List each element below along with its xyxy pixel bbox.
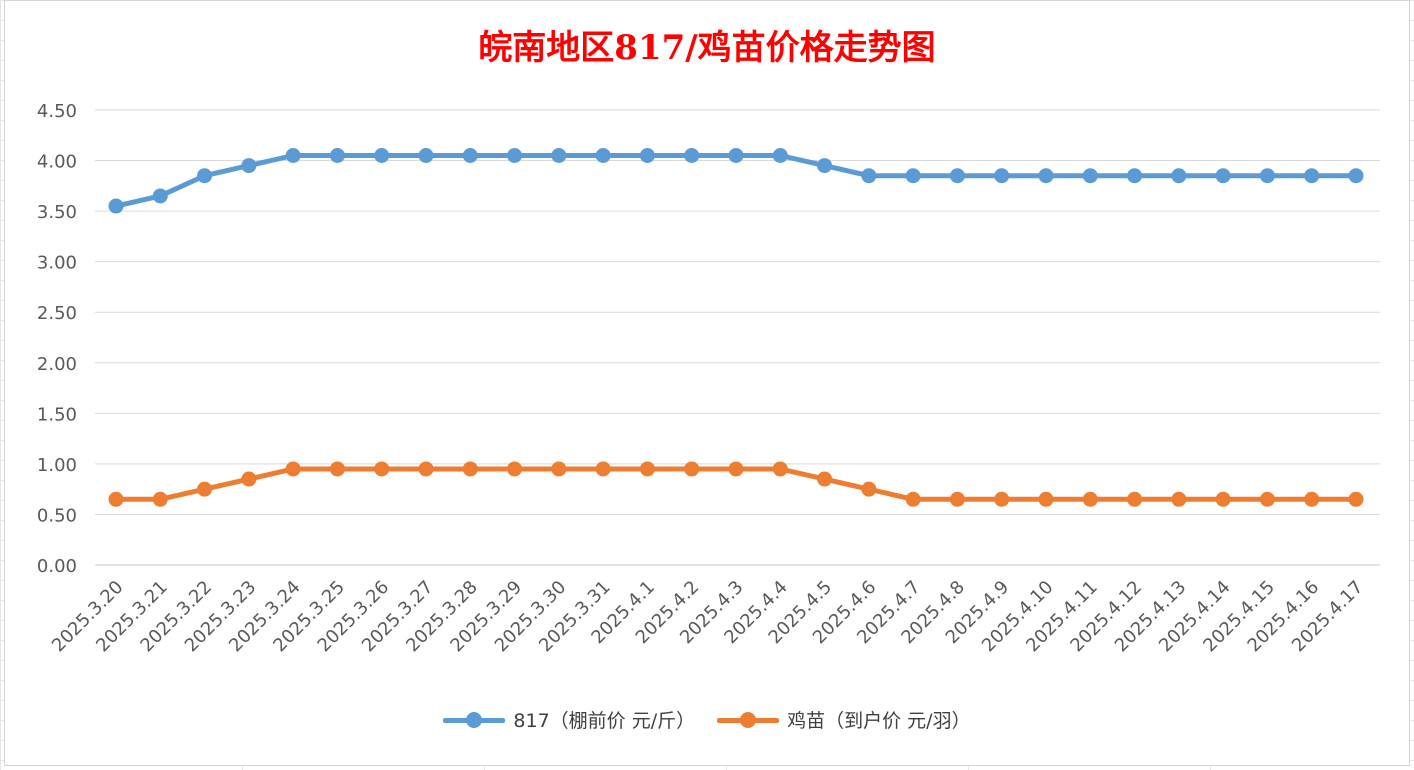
data-point-series-1[interactable]: [772, 461, 788, 477]
data-point-series-0[interactable]: [285, 148, 301, 163]
x-axis-ticks: 2025.3.202025.3.212025.3.222025.3.232025…: [48, 577, 1368, 657]
data-point-series-1[interactable]: [108, 491, 124, 507]
data-point-series-1[interactable]: [197, 481, 213, 497]
data-point-series-0[interactable]: [1082, 168, 1098, 184]
data-point-series-0[interactable]: [772, 148, 788, 163]
data-point-series-1[interactable]: [905, 491, 921, 507]
data-point-series-1[interactable]: [374, 461, 390, 477]
data-point-series-0[interactable]: [817, 158, 833, 174]
data-point-series-1[interactable]: [551, 461, 567, 477]
data-point-series-0[interactable]: [108, 198, 124, 214]
data-point-series-1[interactable]: [639, 461, 655, 477]
legend-label-817: 817（棚前价 元/斤）: [513, 710, 696, 732]
data-point-series-0[interactable]: [595, 148, 611, 163]
data-point-series-0[interactable]: [905, 168, 921, 184]
series-lines: [108, 148, 1364, 507]
data-point-series-0[interactable]: [329, 148, 345, 163]
data-point-series-1[interactable]: [595, 461, 611, 477]
data-point-series-1[interactable]: [1171, 491, 1187, 507]
legend-marker-chick: [740, 711, 757, 728]
data-point-series-0[interactable]: [551, 148, 567, 163]
y-tick-label: 1.00: [37, 455, 77, 476]
data-point-series-1[interactable]: [994, 491, 1010, 507]
data-point-series-1[interactable]: [1127, 491, 1143, 507]
data-point-series-0[interactable]: [1215, 168, 1231, 184]
data-point-series-1[interactable]: [418, 461, 434, 477]
y-tick-label: 1.50: [37, 404, 77, 425]
legend-label-chick: 鸡苗（到户价 元/羽）: [787, 710, 971, 732]
y-tick-label: 0.00: [37, 556, 77, 577]
data-point-series-0[interactable]: [1127, 168, 1143, 184]
data-point-series-0[interactable]: [374, 148, 390, 163]
legend-swatch-817: [443, 711, 506, 728]
legend-item-chick[interactable]: 鸡苗（到户价 元/羽）: [717, 706, 971, 733]
chart-title: 皖南地区817/鸡苗价格走势图: [478, 28, 936, 68]
data-point-series-0[interactable]: [994, 168, 1010, 184]
data-point-series-0[interactable]: [684, 148, 700, 163]
legend-swatch-chick: [717, 711, 780, 728]
y-tick-label: 2.00: [37, 354, 77, 375]
data-point-series-0[interactable]: [197, 168, 213, 184]
data-point-series-1[interactable]: [1082, 491, 1098, 507]
y-tick-label: 4.00: [37, 152, 77, 173]
data-point-series-1[interactable]: [462, 461, 478, 477]
series-line-0: [113, 153, 1359, 209]
y-tick-label: 3.00: [37, 253, 77, 274]
data-point-series-0[interactable]: [1259, 168, 1275, 184]
legend-marker-817: [466, 711, 483, 728]
data-point-series-1[interactable]: [949, 491, 965, 507]
gridlines: [95, 109, 1380, 566]
data-point-series-1[interactable]: [1348, 491, 1364, 507]
data-point-series-0[interactable]: [728, 148, 744, 163]
y-tick-label: 0.50: [37, 505, 77, 526]
data-point-series-1[interactable]: [152, 491, 168, 507]
data-point-series-1[interactable]: [684, 461, 700, 477]
data-point-series-1[interactable]: [507, 461, 523, 477]
data-point-series-1[interactable]: [1038, 491, 1054, 507]
data-point-series-1[interactable]: [861, 481, 877, 497]
data-point-series-1[interactable]: [728, 461, 744, 477]
data-point-series-1[interactable]: [285, 461, 301, 477]
data-point-series-1[interactable]: [817, 471, 833, 487]
chart-area[interactable]: [4, 0, 1410, 766]
data-point-series-0[interactable]: [418, 148, 434, 163]
y-tick-label: 2.50: [37, 303, 77, 324]
legend: 817（棚前价 元/斤） 鸡苗（到户价 元/羽）: [0, 706, 1414, 733]
data-point-series-0[interactable]: [949, 168, 965, 184]
data-point-series-0[interactable]: [241, 158, 257, 174]
data-point-series-1[interactable]: [1215, 491, 1231, 507]
data-point-series-0[interactable]: [152, 188, 168, 204]
data-point-series-0[interactable]: [1038, 168, 1054, 184]
data-point-series-0[interactable]: [861, 168, 877, 184]
data-point-series-0[interactable]: [1348, 168, 1364, 184]
legend-item-817[interactable]: 817（棚前价 元/斤）: [443, 706, 695, 733]
data-point-series-0[interactable]: [1304, 168, 1320, 184]
data-point-series-1[interactable]: [1259, 491, 1275, 507]
data-point-series-1[interactable]: [1304, 491, 1320, 507]
y-tick-label: 3.50: [37, 202, 77, 223]
data-point-series-0[interactable]: [507, 148, 523, 163]
y-tick-label: 4.50: [37, 101, 77, 122]
data-point-series-1[interactable]: [241, 471, 257, 487]
data-point-series-0[interactable]: [462, 148, 478, 163]
data-point-series-1[interactable]: [329, 461, 345, 477]
data-point-series-0[interactable]: [1171, 168, 1187, 184]
y-axis-ticks: 0.00 0.50 1.00 1.50 2.00 2.50 3.00 3.50 4.00 4.50: [37, 101, 77, 577]
data-point-series-0[interactable]: [639, 148, 655, 163]
